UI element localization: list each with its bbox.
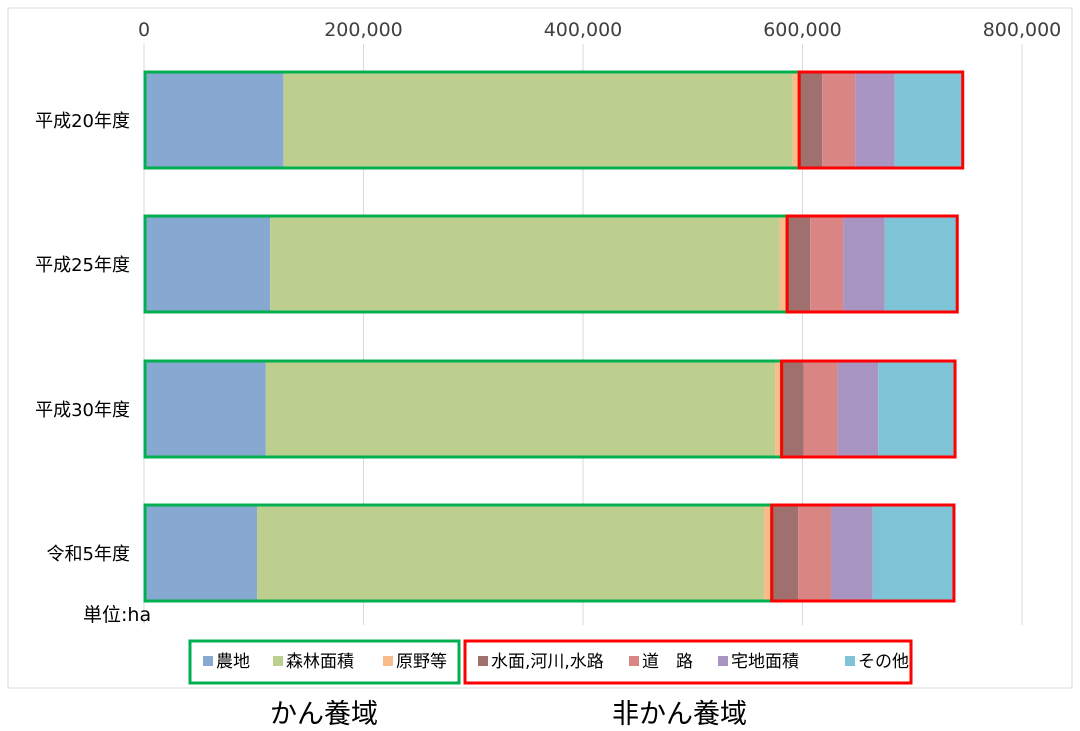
bar-segment [822,72,856,168]
bar-segment [798,505,832,601]
legend-swatch [718,656,728,666]
y-category-label: 平成20年度 [35,111,130,132]
bar-segment [803,361,838,457]
bar-segment [787,216,811,312]
group-label-non-recharge: 非かん養域 [612,699,747,730]
bar-segment [771,505,799,601]
bar-segment [781,361,804,457]
legend-swatch [203,656,213,666]
legend-swatch [273,656,283,666]
unit-note: 単位:ha [83,604,151,626]
non-recharge-group-box [770,503,956,603]
bar-segment [837,361,879,457]
bar-segment [884,216,958,312]
legend-swatch [845,656,855,666]
bar-segment [872,505,954,601]
legend-swatch [478,656,488,666]
bar-segment [283,72,793,168]
x-tick-label: 800,000 [983,19,1062,41]
y-category-label: 平成25年度 [35,255,130,276]
legend-swatch [629,656,639,666]
legend-label: 水面,河川,水路 [491,652,604,672]
bar-segment [265,361,776,457]
legend-label: 原野等 [396,652,447,672]
x-tick-label: 200,000 [324,19,403,41]
bar-segment [144,216,271,312]
bar-segment [831,505,873,601]
legend-non-recharge-box [463,639,913,685]
bar-segment [855,72,895,168]
bar-segment [764,505,772,601]
y-category-label: 平成30年度 [35,400,130,421]
bar-segment [144,72,284,168]
legend-label: 農地 [216,652,250,672]
bar-segment [792,72,800,168]
bar-segment [779,216,788,312]
x-tick-label: 400,000 [544,19,623,41]
group-label-recharge: かん養域 [270,699,378,730]
bar-segment [775,361,782,457]
x-tick-label: 0 [138,19,150,41]
legend-recharge-box [188,639,461,685]
legend-label: その他 [858,652,909,672]
bar-segment [799,72,823,168]
bar-segment [843,216,885,312]
legend-label: 宅地面積 [731,652,799,672]
bar-segment [894,72,963,168]
bar-segment [257,505,765,601]
bar-segment [270,216,780,312]
bar-segment [144,505,258,601]
group-boxes [143,70,965,603]
y-category-label: 令和5年度 [47,544,130,565]
x-axis-ticks: 0 200,000 400,000 600,000 800,000 [138,19,1061,41]
non-recharge-group-box [785,214,959,314]
legend-label: 森林面積 [286,652,354,672]
bar-segment [810,216,844,312]
bar-segment [144,361,266,457]
x-tick-label: 600,000 [763,19,842,41]
non-recharge-group-box [780,359,957,459]
legend-label: 道 路 [642,652,693,672]
bars [144,72,963,601]
legend-swatch [383,656,393,666]
legend: 農地 森林面積 原野等 水面,河川,水路 道 路 宅地面積 その他 [188,639,913,685]
bar-segment [878,361,956,457]
non-recharge-group-box [797,70,965,170]
